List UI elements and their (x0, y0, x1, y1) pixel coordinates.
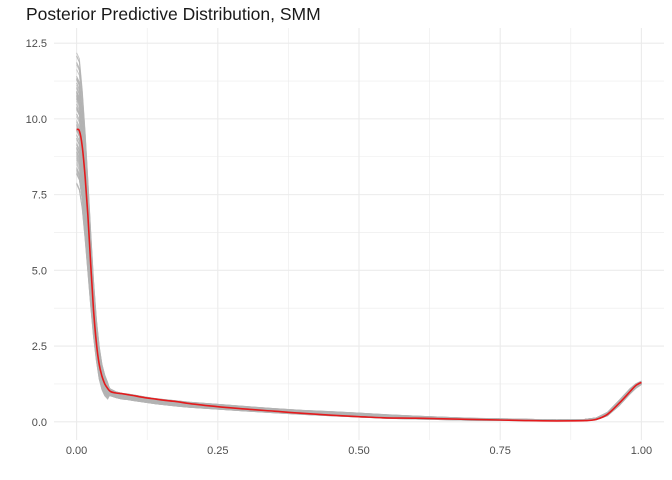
y-tick-label: 2.5 (32, 341, 47, 353)
x-tick-label: 0.75 (489, 445, 510, 457)
x-tick-label: 0.00 (66, 445, 87, 457)
x-tick-label: 0.50 (348, 445, 369, 457)
x-tick-label: 0.25 (207, 445, 228, 457)
y-tick-label: 0.0 (32, 417, 47, 429)
y-tick-label: 10.0 (26, 114, 47, 126)
y-tick-label: 5.0 (32, 265, 47, 277)
y-tick-label: 7.5 (32, 190, 47, 202)
y-tick-label: 12.5 (26, 38, 47, 50)
x-tick-label: 1.00 (631, 445, 652, 457)
grid-major-lines (54, 28, 664, 440)
observed-line-group (76, 128, 642, 422)
y-tick-labels: 0.0 2.5 5.0 7.5 10.0 12.5 (26, 38, 47, 429)
observed-density-line (76, 128, 642, 422)
chart-title: Posterior Predictive Distribution, SMM (26, 4, 321, 24)
x-tick-labels: 0.00 0.25 0.50 0.75 1.00 (66, 445, 652, 457)
